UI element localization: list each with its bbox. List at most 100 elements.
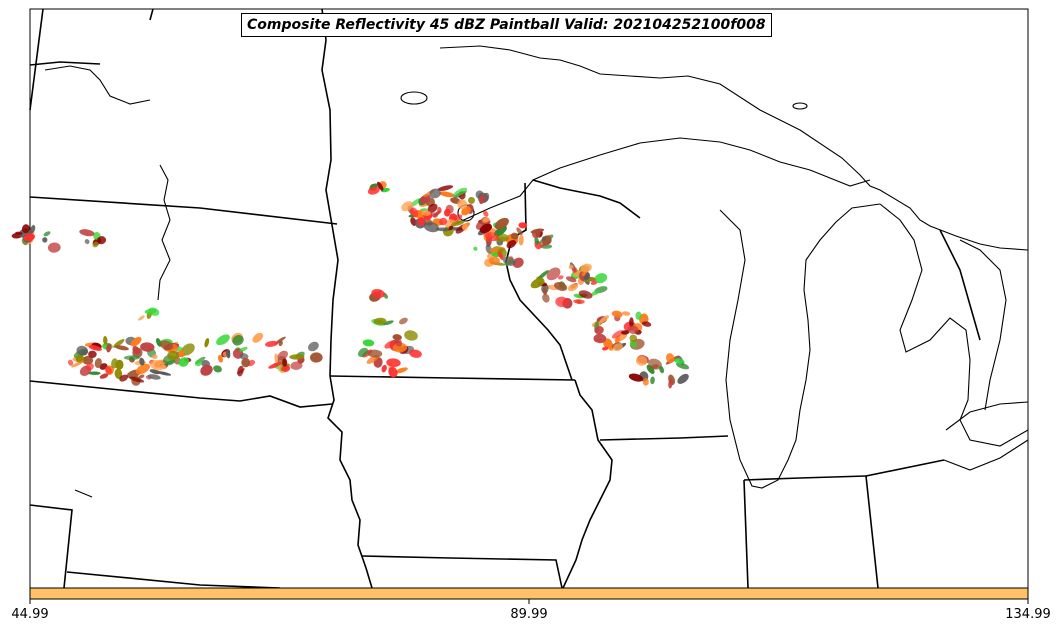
lake-small-3 xyxy=(792,102,808,110)
reflectivity-blob xyxy=(114,368,123,379)
border-nd-top xyxy=(149,8,154,21)
reflectivity-blob xyxy=(241,357,251,368)
reflectivity-blob xyxy=(282,358,288,367)
lake-small-4 xyxy=(74,489,93,498)
reflectivity-blob xyxy=(677,373,689,384)
reflectivity-blob xyxy=(457,199,468,210)
reflectivity-blob xyxy=(468,196,475,204)
reflectivity-blob xyxy=(399,317,408,325)
reflectivity-blob xyxy=(642,378,649,386)
reflectivity-blob xyxy=(148,307,160,316)
border-il-in xyxy=(743,479,749,589)
reflectivity-blob xyxy=(591,290,600,296)
reflectivity-blob xyxy=(433,210,441,218)
reflectivity-blob xyxy=(565,276,577,283)
lake-superior-south xyxy=(454,137,871,225)
reflectivity-blob xyxy=(668,378,673,389)
reflectivity-blob xyxy=(181,343,195,356)
reflectivity-blob xyxy=(410,207,419,218)
reflectivity-blob xyxy=(429,188,441,199)
border-ne-ks xyxy=(29,504,73,589)
colorbar-tick-label-mid: 89.99 xyxy=(510,607,548,622)
reflectivity-blob xyxy=(278,340,283,347)
reflectivity-blob xyxy=(462,223,468,231)
reflectivity-blob xyxy=(536,270,549,281)
reflectivity-blob xyxy=(493,225,507,237)
border-wi-il xyxy=(599,435,729,441)
reflectivity-blob xyxy=(498,251,504,261)
reflectivity-blob xyxy=(130,336,142,347)
reflectivity-blob xyxy=(88,371,101,375)
reflectivity-blob xyxy=(289,354,305,360)
reflectivity-blob xyxy=(23,233,36,242)
reflectivity-blob xyxy=(43,231,51,237)
reflectivity-blob xyxy=(395,367,408,374)
border-mississippi xyxy=(562,379,613,589)
reflectivity-blob xyxy=(79,229,95,237)
reflectivity-blob xyxy=(439,191,455,198)
reflectivity-blob xyxy=(371,288,386,298)
lake-michigan-shore xyxy=(719,203,881,489)
reflectivity-blob xyxy=(611,330,624,339)
reflectivity-blob xyxy=(367,186,380,195)
reflectivity-blob xyxy=(427,203,438,213)
reflectivity-blob xyxy=(636,355,648,366)
reflectivity-blob xyxy=(216,334,230,346)
reflectivity-blob xyxy=(567,283,579,292)
reflectivity-blob xyxy=(119,374,128,382)
reflectivity-blob xyxy=(362,339,375,347)
border-in-mi xyxy=(743,475,867,481)
reflectivity-blob xyxy=(542,287,548,296)
reflectivity-blob xyxy=(178,357,190,367)
reflectivity-blob xyxy=(409,349,422,358)
reflectivity-blob xyxy=(419,194,431,204)
reflectivity-blob xyxy=(646,364,655,374)
border-mn-ia xyxy=(329,375,576,381)
reflectivity-blob xyxy=(534,237,540,245)
reflectivity-blob xyxy=(599,315,609,324)
reflectivity-blob xyxy=(84,239,90,245)
reflectivity-blob xyxy=(558,275,564,280)
reflectivity-blob xyxy=(483,210,489,217)
reflectivity-blob xyxy=(506,239,517,249)
georgian-bay xyxy=(959,239,1007,411)
reflectivity-blob xyxy=(410,217,417,226)
reflectivity-blob xyxy=(139,357,145,366)
reflectivity-blob xyxy=(140,342,155,352)
border-nd-sd xyxy=(29,196,338,225)
reflectivity-blob xyxy=(94,358,102,368)
reflectivity-blob xyxy=(473,246,478,251)
border-mt-nd xyxy=(29,8,44,111)
reflectivity-blob xyxy=(584,272,590,281)
reflectivity-blob xyxy=(650,364,660,370)
reflectivity-blob xyxy=(394,338,403,347)
reflectivity-blob xyxy=(578,290,593,299)
reflectivity-blob xyxy=(392,334,402,341)
reflectivity-blob xyxy=(226,349,231,359)
reflectivity-blob xyxy=(132,345,141,355)
reflectivity-blob xyxy=(200,364,213,376)
map-title: Composite Reflectivity 45 dBZ Paintball … xyxy=(247,17,766,33)
reflectivity-blob xyxy=(381,364,387,373)
colorbar-tick-label-max: 134.99 xyxy=(1005,607,1051,622)
reflectivity-blob xyxy=(451,220,465,227)
reflectivity-blob xyxy=(194,359,203,367)
reflectivity-blob xyxy=(502,256,516,266)
reflectivity-blob xyxy=(165,360,176,366)
reflectivity-blob xyxy=(650,376,655,385)
reflectivity-blob xyxy=(149,359,165,371)
reflectivity-blob xyxy=(580,263,592,273)
reflectivity-blob xyxy=(237,365,244,377)
reflectivity-blob xyxy=(435,227,451,232)
reflectivity-blob xyxy=(568,264,574,270)
reflectivity-blob xyxy=(659,365,665,374)
lake-huron-shore xyxy=(879,203,1029,447)
reflectivity-blob xyxy=(530,277,545,289)
coastlines xyxy=(44,45,1029,498)
reflectivity-blob xyxy=(665,353,675,364)
border-ny-pa xyxy=(939,229,981,341)
reflectivity-blob xyxy=(518,234,524,246)
reflectivity-blob xyxy=(622,311,631,316)
reflectivity-blob xyxy=(554,282,568,291)
reflectivity-blob xyxy=(82,355,94,365)
